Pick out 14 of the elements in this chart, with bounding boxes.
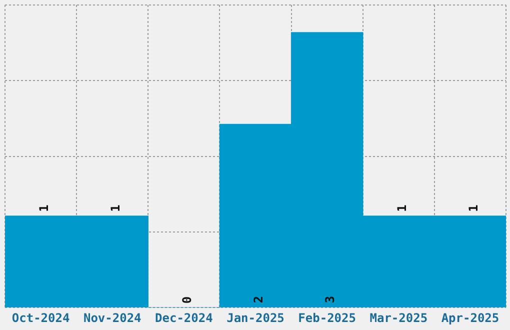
data-label: 2 [252,296,266,304]
x-tick-label: Dec-2024 [155,310,213,325]
data-label: 1 [108,204,122,212]
x-tick-label: Mar-2025 [370,310,428,325]
data-label: 1 [36,204,51,212]
x-tick-label: Jan-2025 [226,310,284,325]
data-label: 1 [466,204,480,212]
data-label: 0 [180,296,194,304]
data-label: 1 [394,204,409,212]
data-label: 3 [323,296,338,304]
x-tick-label: Nov-2024 [83,310,142,325]
x-tick-label: Apr-2025 [441,310,500,325]
x-tick-label: Feb-2025 [298,310,356,325]
x-tick-label: Oct-2024 [12,310,70,325]
